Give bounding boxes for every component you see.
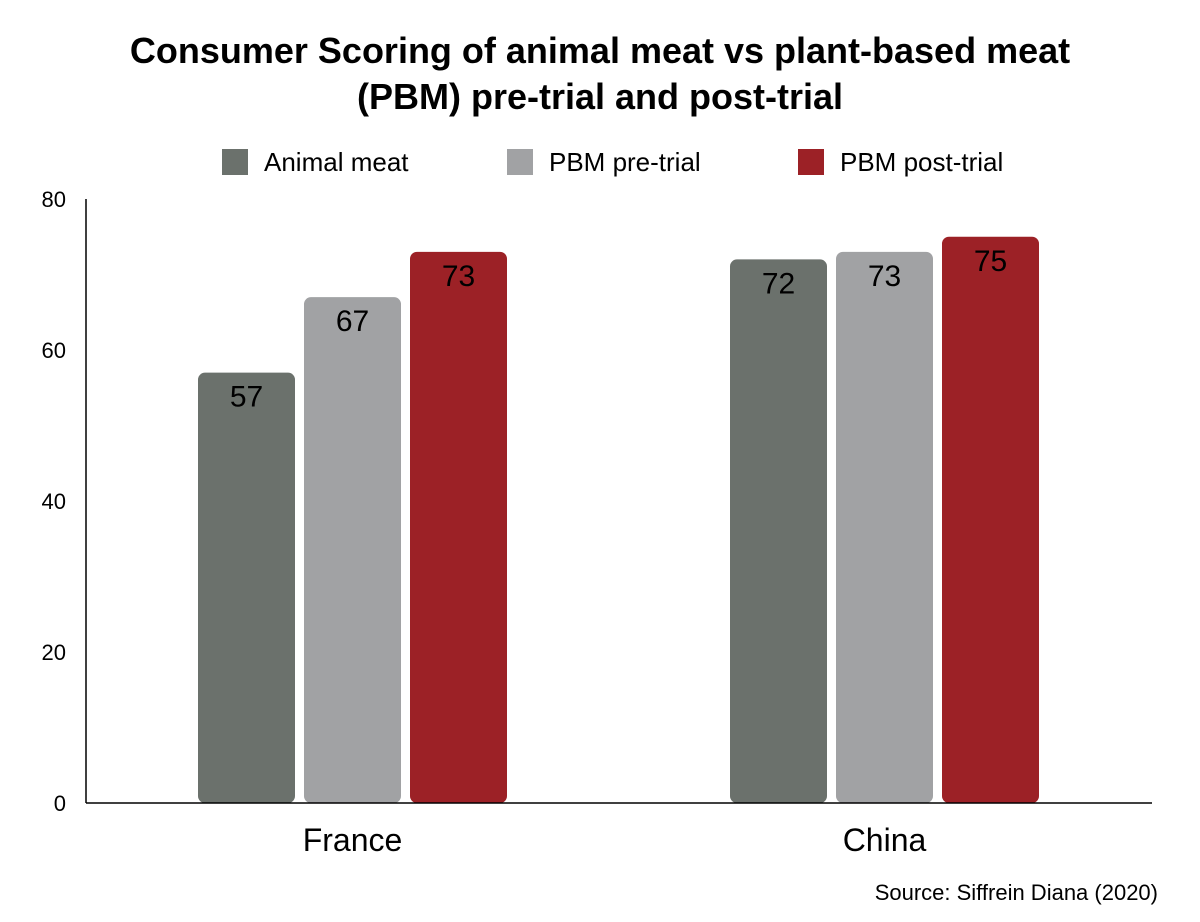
legend-label-animal-meat: Animal meat [264,146,409,177]
chart-title-line-2: (PBM) pre-trial and post-trial [356,76,844,117]
y-tick-label-2: 40 [42,489,66,514]
y-tick-label-1: 20 [42,640,66,665]
legend: Animal meat PBM pre-trial PBM post-trial [0,144,1200,180]
data-label-france-1: 67 [336,305,369,338]
legend-swatch-animal-meat [222,149,248,175]
legend-item-animal-meat: Animal meat [222,144,409,180]
data-label-france-2: 73 [442,260,475,293]
legend-swatch-pbm-pre-trial [507,149,533,175]
bar-france-1 [304,297,401,803]
legend-swatch-pbm-post-trial [798,149,824,175]
legend-label-pbm-post-trial: PBM post-trial [840,146,1004,177]
x-tick-label-china: China [843,822,927,858]
bar-france-0 [198,372,295,803]
data-label-china-1: 73 [868,260,901,293]
bar-china-0 [730,259,827,803]
bar-france-2 [410,251,507,804]
y-tick-label-0: 0 [54,791,66,816]
legend-item-pbm-pre-trial: PBM pre-trial [507,144,701,180]
bar-china-1 [836,251,933,804]
y-tick-label-3: 60 [42,338,66,363]
chart-title: Consumer Scoring of animal meat vs plant… [0,28,1200,120]
x-tick-label-france: France [303,822,403,858]
data-label-china-0: 72 [762,267,795,300]
chart-title-line-1: Consumer Scoring of animal meat vs plant… [129,30,1071,71]
y-tick-label-4: 80 [42,187,66,212]
source-note: Source: Siffrein Diana (2020) [874,880,1158,905]
data-label-france-0: 57 [230,381,263,414]
bar-china-2 [942,236,1039,803]
data-label-china-2: 75 [974,245,1007,278]
legend-label-pbm-pre-trial: PBM pre-trial [549,146,701,177]
legend-item-pbm-post-trial: PBM post-trial [798,144,1003,180]
